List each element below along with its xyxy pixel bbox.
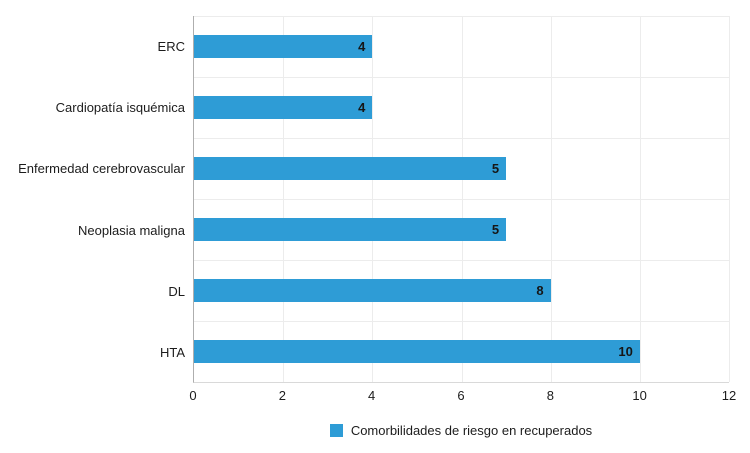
row-separator-gridline: [194, 138, 729, 139]
bar-value-label: 10: [618, 344, 633, 359]
category-label: HTA: [159, 344, 185, 360]
vertical-gridline: [729, 16, 730, 382]
x-tick-label: 12: [721, 388, 737, 403]
bar-value-label: 5: [491, 222, 500, 237]
row-separator-gridline: [194, 199, 729, 200]
bar-row: 10: [194, 321, 729, 382]
x-tick-label: 6: [457, 388, 465, 403]
legend-swatch-icon: [329, 423, 343, 437]
bar: 8: [194, 279, 551, 302]
bar-value-label: 5: [491, 161, 500, 176]
category-label: Neoplasia maligna: [78, 222, 185, 238]
category-label: Cardiopatía isquémica: [55, 100, 185, 116]
bar-value-label: 4: [358, 100, 366, 115]
row-separator-gridline: [194, 260, 729, 261]
bar: 4: [194, 96, 373, 119]
bar: 4: [194, 35, 373, 58]
row-separator-gridline: [194, 16, 729, 17]
bar: 5: [194, 218, 507, 241]
x-tick-label: 4: [368, 388, 376, 403]
bar-row: 8: [194, 260, 729, 321]
bar: 10: [194, 340, 640, 363]
x-tick-label: 0: [189, 388, 197, 403]
plot-area: 4 4 5 5 8 10: [193, 16, 730, 383]
chart-legend: Comorbilidades de riesgo en recuperados: [193, 421, 729, 439]
bar-row: 4: [194, 16, 729, 77]
bar-row: 5: [194, 199, 729, 260]
bar-row: 4: [194, 77, 729, 138]
category-label: ERC: [157, 39, 185, 55]
y-axis-category-labels: ERC Cardiopatía isquémica Enfermedad cereb…: [0, 16, 185, 383]
bar-row: 5: [194, 138, 729, 199]
category-label: DL: [168, 283, 185, 299]
x-tick-label: 8: [546, 388, 554, 403]
x-tick-label: 10: [632, 388, 647, 403]
legend-label: Comorbilidades de riesgo en recuperados: [350, 422, 593, 438]
category-label: Enfermedad cerebrovascular: [18, 161, 185, 177]
bar: 5: [194, 157, 507, 180]
x-axis-tick-labels: 0 2 4 6 8 10 12: [189, 388, 736, 404]
x-tick-label: 2: [278, 388, 286, 403]
bar-value-label: 8: [536, 283, 544, 298]
row-separator-gridline: [194, 321, 729, 322]
bar-value-label: 4: [358, 39, 366, 54]
row-separator-gridline: [194, 77, 729, 78]
